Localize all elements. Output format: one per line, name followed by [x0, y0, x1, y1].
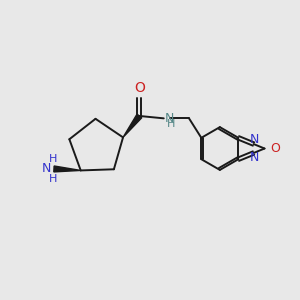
Polygon shape [123, 114, 142, 137]
Polygon shape [54, 166, 81, 172]
Text: N: N [165, 112, 174, 125]
Text: O: O [270, 142, 280, 155]
Text: N: N [250, 151, 260, 164]
Text: H: H [49, 154, 57, 164]
Text: O: O [134, 81, 145, 95]
Text: H: H [167, 119, 175, 129]
Text: H: H [49, 174, 57, 184]
Text: N: N [250, 134, 260, 146]
Text: N: N [42, 163, 51, 176]
